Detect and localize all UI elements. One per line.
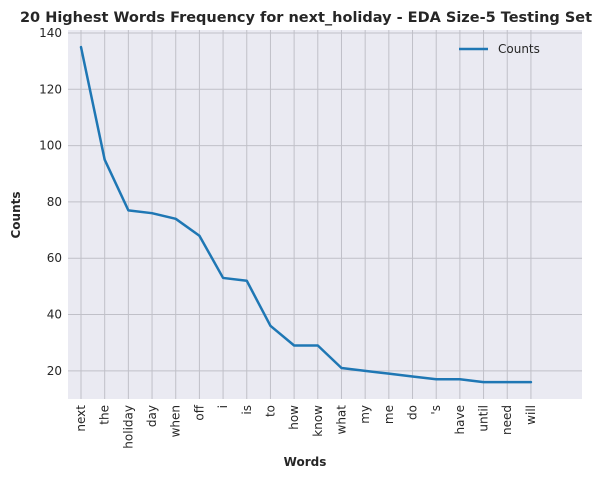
x-axis-ticks: next the holiday day when off i is to how know what… [74, 404, 538, 448]
x-tick-label: do [406, 405, 420, 420]
x-tick-label: day [145, 405, 159, 427]
x-tick-label: my [358, 405, 372, 424]
plot-area [68, 30, 582, 399]
x-tick-label: holiday [121, 405, 135, 449]
x-tick-label: me [382, 405, 396, 424]
x-tick-label: the [98, 405, 112, 425]
y-tick-label: 100 [39, 139, 62, 153]
legend: Counts [459, 42, 540, 56]
y-axis-ticks: 20 40 60 80 100 120 140 [39, 26, 62, 378]
x-tick-label: when [169, 405, 183, 437]
x-tick-label: know [311, 405, 325, 437]
y-tick-label: 140 [39, 26, 62, 40]
y-tick-label: 60 [47, 251, 62, 265]
x-tick-label: i [216, 405, 230, 408]
x-tick-label: how [287, 405, 301, 430]
legend-label-counts: Counts [498, 42, 540, 56]
x-tick-label: to [263, 405, 277, 417]
y-tick-label: 20 [47, 364, 62, 378]
chart-title: 20 Highest Words Frequency for next_holi… [20, 10, 592, 26]
x-tick-label: until [477, 405, 491, 432]
x-tick-label: off [192, 404, 206, 420]
x-tick-label: is [240, 405, 254, 415]
x-axis-label: Words [284, 455, 327, 469]
y-tick-label: 120 [39, 82, 62, 96]
grid-lines [68, 30, 582, 399]
x-tick-label: 's [429, 405, 443, 415]
x-tick-label: next [74, 405, 88, 432]
x-tick-label: what [334, 405, 348, 435]
y-tick-label: 80 [47, 195, 62, 209]
y-tick-label: 40 [47, 308, 62, 322]
series-line-counts [79, 45, 533, 384]
x-tick-label: need [500, 405, 514, 435]
y-axis-label: Counts [9, 191, 23, 238]
x-tick-label: will [524, 405, 538, 425]
x-tick-label: have [453, 405, 467, 434]
